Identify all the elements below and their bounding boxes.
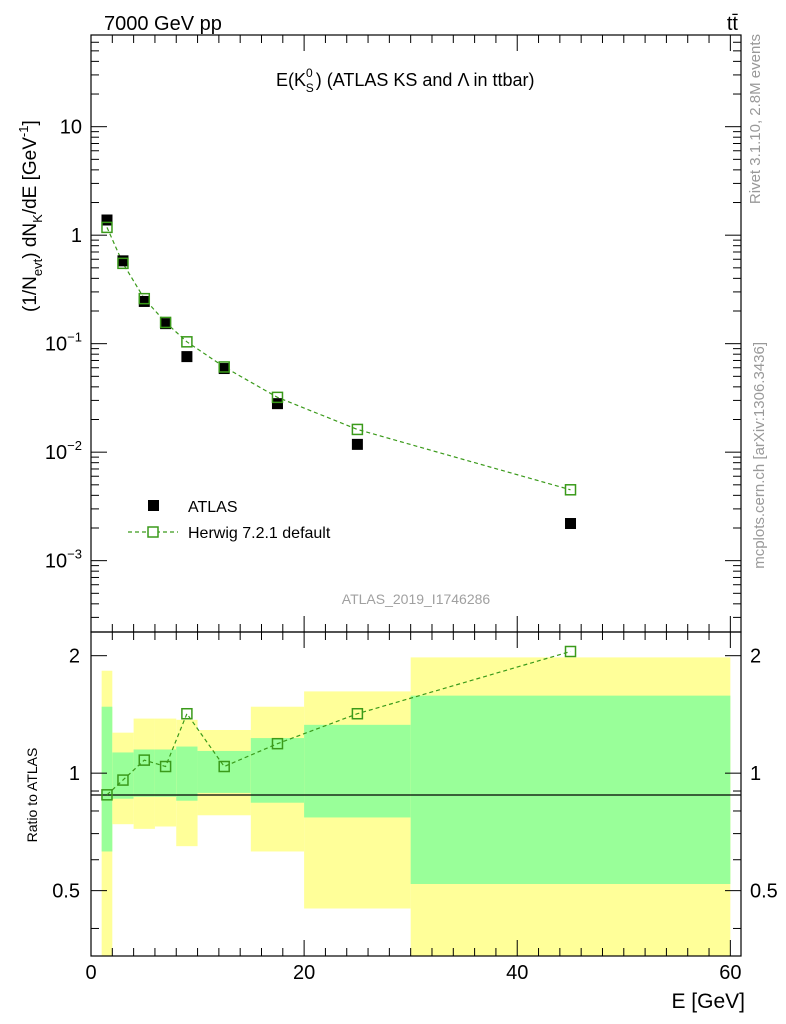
ratio-ytick-label-left: 2 [69,646,80,668]
ratio-herwig-point [181,707,193,720]
herwig-point [351,423,364,436]
x-axis-label: E [GeV] [671,990,745,1013]
atlas-point [101,214,113,226]
atlas-point [218,363,230,375]
ratio-frame [90,631,742,957]
atlas-point [138,295,150,307]
x-tick-label: 0 [85,962,96,984]
title-sup: 0 [306,66,313,80]
herwig-point [218,361,230,373]
plot-title: E(K0 S) (ATLAS KS and Λ in ttbar) [276,66,535,95]
ratio-band-inner [101,706,113,852]
ratio-herwig-point [117,774,129,786]
ratio-uncertainty-bands [101,657,731,956]
legend-marker-atlas [148,500,159,511]
ratio-ylabel: Ratio to ATLAS [24,748,40,843]
atlas-point [117,255,129,267]
ratio-axis-ticks: 0.5 0.51 12 20 20 40 60 [52,632,778,984]
atlas-point [271,398,283,410]
herwig-point [181,336,193,348]
process-label: tt̄ [727,13,739,35]
herwig-point [564,484,577,496]
main-ytick-label: 10−2 [45,438,82,464]
ratio-herwig-point [218,760,230,773]
x-tick-label: 60 [719,962,741,984]
ratio-herwig-point [159,760,172,773]
ratio-herwig-point [271,737,284,750]
ratio-herwig-line [106,650,571,796]
title-main: E(K [276,70,306,90]
atlas-point [181,351,193,363]
atlas-point [565,518,577,530]
ratio-ytick-label-right: 0.5 [750,881,778,903]
herwig-point [159,316,172,329]
ratio-band-inner [176,746,198,801]
main-ylabel: (1/Nevt) dNK/dE [GeV-1] [16,120,45,312]
ratio-herwig-point [138,754,151,766]
title-sub: S [306,81,314,95]
herwig-point [271,391,284,404]
main-frame [90,34,742,633]
main-ytick-label: 10−1 [45,330,82,356]
ratio-band-inner [304,724,411,818]
main-ytick-label: 1 [71,225,82,247]
main-ytick-label: 10−3 [45,547,82,573]
title-rest: ) (ATLAS KS and Λ in ttbar) [316,70,535,90]
analysis-id: ATLAS_2019_I1746286 [342,591,491,607]
ratio-ytick-label-right: 1 [750,763,761,785]
atlas-point [351,438,363,450]
legend-label-herwig: Herwig 7.2.1 default [188,525,331,542]
legend-label-atlas: ATLAS [188,499,238,516]
main-series-layer [101,214,577,530]
main-axis-ticks: 10−3 10−2 10−1 1 10 [45,34,741,632]
ratio-herwig-point [101,789,113,801]
herwig-point [101,221,113,234]
main-ytick-label: 10 [60,117,82,139]
ratio-band-inner [250,738,305,803]
ratio-band-inner [410,695,731,884]
legend: ATLAS Herwig 7.2.1 default [128,499,331,542]
ratio-ytick-label-right: 2 [750,646,761,668]
atlas-point [160,318,172,330]
herwig-point [117,257,129,270]
x-tick-label: 40 [506,962,528,984]
ratio-band-inner [133,749,155,797]
legend-marker-herwig [147,526,159,538]
ratio-ytick-label-left: 0.5 [52,881,80,903]
ratio-series-layer [101,645,577,801]
herwig-line [106,227,571,491]
rivet-label: Rivet 3.1.10, 2.8M events [747,34,764,204]
mcplots-label: mcplots.cern.ch [arXiv:1306.3436] [751,342,768,569]
ratio-herwig-point [564,645,577,658]
x-tick-label: 20 [293,962,315,984]
ratio-herwig-point [351,707,364,720]
herwig-point [138,292,151,305]
ratio-band-inner [154,749,177,797]
ratio-ytick-label-left: 1 [69,763,80,785]
collision-label: 7000 GeV pp [104,13,222,35]
